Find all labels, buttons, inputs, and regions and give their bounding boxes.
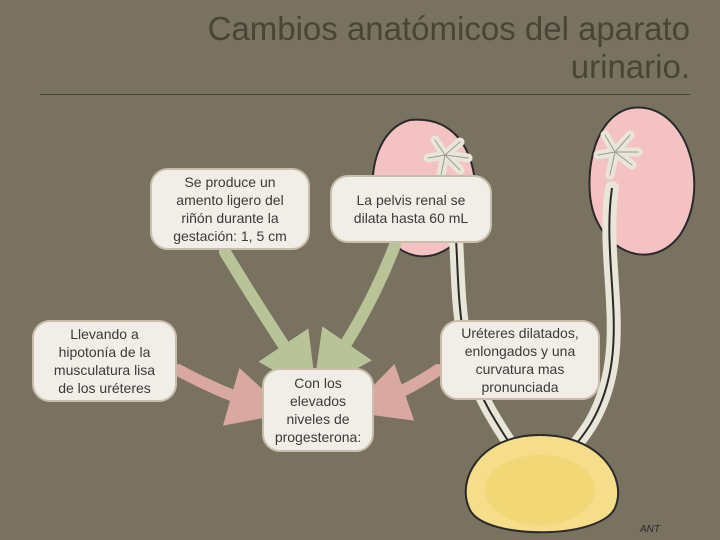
arrow-n2-n4: [330, 245, 395, 368]
info-node-n4: Con los elevados niveles de progesterona…: [262, 368, 374, 452]
info-node-n3: Llevando a hipotonía de la musculatura l…: [32, 320, 177, 402]
arrow-n5-n4: [376, 370, 438, 402]
flow-arrows: [0, 0, 720, 540]
arrow-n3-n4: [178, 370, 260, 405]
info-node-n5: Uréteres dilatados, enlongados y una cur…: [440, 320, 600, 400]
info-node-n1: Se produce un amento ligero del riñón du…: [150, 168, 310, 250]
arrow-n1-n4: [225, 252, 300, 370]
info-node-n2: La pelvis renal se dilata hasta 60 mL: [330, 175, 492, 243]
